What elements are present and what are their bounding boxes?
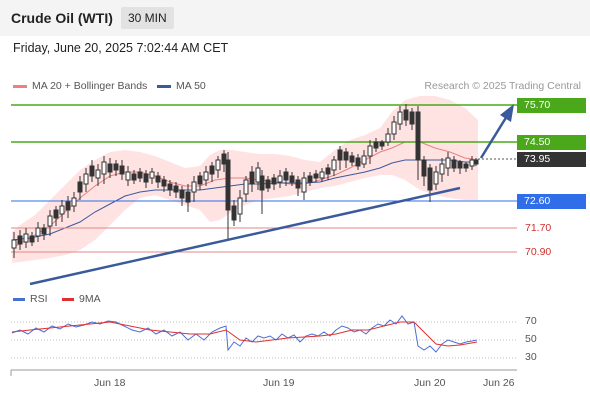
rsi-tick-30: 30: [525, 351, 537, 363]
rsi-swatch: [13, 297, 25, 301]
level-label-71-70: 71.70: [525, 222, 552, 234]
timeframe-button[interactable]: 30 MIN: [121, 7, 174, 29]
legend-bollinger: MA 20 + Bollinger Bands: [13, 80, 147, 92]
rsi-tick-70: 70: [525, 315, 537, 327]
rsi-ma-label: 9MA: [79, 293, 101, 305]
ma50-label: MA 50: [176, 80, 206, 92]
credit-text: Research © 2025 Trading Central: [424, 80, 581, 92]
rsi-ma-line: [11, 321, 478, 347]
x-label-jun26: Jun 26: [483, 377, 515, 389]
timestamp: Friday, June 20, 2025 7:02:44 AM CET: [13, 41, 229, 55]
x-label-jun20: Jun 20: [414, 377, 446, 389]
legend-ma50: MA 50: [157, 80, 206, 92]
legend-rsi: RSI: [13, 293, 48, 305]
level-label-74-50: 74.50: [517, 135, 586, 150]
legend-rsi-ma: 9MA: [62, 293, 101, 305]
bollinger-label: MA 20 + Bollinger Bands: [32, 80, 148, 92]
rsi-label: RSI: [30, 293, 48, 305]
current-price-label: 73.95: [517, 152, 586, 167]
level-label-70-90: 70.90: [525, 246, 552, 258]
rsi-line: [11, 315, 478, 353]
chart-header: Crude Oil (WTI) 30 MIN: [0, 0, 590, 36]
candlesticks: [11, 104, 479, 258]
bollinger-swatch: [13, 84, 27, 88]
x-label-jun18: Jun 18: [94, 377, 126, 389]
trend-line: [29, 186, 461, 286]
rsi-tick-50: 50: [525, 333, 537, 345]
instrument-title: Crude Oil (WTI): [11, 10, 113, 26]
ma50-swatch: [157, 84, 171, 88]
level-label-75-70: 75.70: [517, 98, 586, 113]
forecast-arrow: [479, 115, 509, 159]
x-label-jun19: Jun 19: [263, 377, 295, 389]
forecast-arrowhead: [500, 104, 514, 122]
rsi-ma-swatch: [62, 297, 74, 301]
level-label-72-60: 72.60: [517, 194, 586, 209]
